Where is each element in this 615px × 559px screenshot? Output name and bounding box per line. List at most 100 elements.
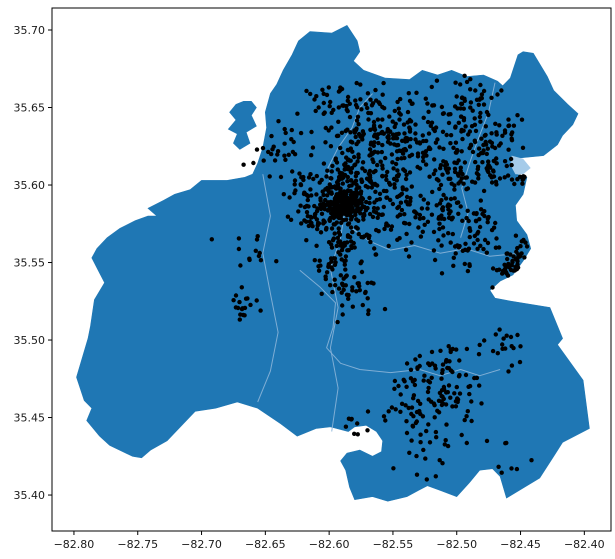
data-point [431, 248, 437, 253]
data-point [371, 281, 376, 286]
data-point [446, 207, 451, 212]
data-point [308, 214, 313, 220]
data-point [509, 162, 514, 168]
data-point [485, 220, 490, 225]
data-point [349, 214, 355, 220]
data-point [425, 206, 430, 211]
data-point [467, 234, 472, 240]
data-point [482, 237, 488, 243]
data-point [441, 233, 446, 238]
data-point [459, 176, 464, 181]
data-point [467, 226, 472, 231]
data-point [441, 146, 446, 151]
data-point [395, 99, 400, 105]
data-point [429, 84, 434, 90]
data-point [359, 259, 364, 264]
data-point [445, 170, 450, 175]
data-point [369, 185, 374, 190]
data-point [471, 211, 477, 216]
data-point [318, 230, 324, 235]
data-point [381, 204, 386, 210]
data-point [304, 192, 310, 198]
data-point [478, 198, 483, 203]
data-point [446, 366, 452, 371]
data-point [464, 175, 469, 180]
data-point [415, 151, 421, 156]
data-point [327, 104, 332, 109]
data-point [356, 155, 361, 160]
data-point [366, 177, 371, 182]
data-point [395, 168, 400, 173]
data-point [502, 159, 508, 164]
data-point [418, 432, 423, 437]
data-point [446, 383, 452, 388]
data-point [350, 304, 355, 309]
data-point [440, 172, 445, 177]
data-point [519, 117, 525, 122]
data-point [450, 215, 455, 220]
data-point [383, 155, 388, 161]
data-point [518, 244, 523, 249]
data-point [312, 203, 317, 209]
data-point [332, 184, 338, 189]
data-point [446, 202, 451, 207]
data-point [298, 182, 304, 188]
data-point [302, 218, 307, 223]
data-point [434, 435, 439, 440]
data-point [355, 432, 360, 437]
data-point [473, 159, 478, 165]
data-point [254, 298, 259, 303]
data-point [443, 402, 449, 407]
data-point [389, 152, 395, 157]
data-point [324, 174, 329, 179]
data-point [458, 106, 463, 111]
data-point [467, 145, 472, 151]
data-point [463, 372, 469, 378]
data-point [416, 225, 421, 230]
data-point [401, 147, 406, 152]
data-point [442, 387, 447, 392]
data-point [389, 224, 395, 229]
data-point [352, 192, 358, 198]
data-point [306, 223, 311, 229]
data-point [437, 226, 442, 232]
data-point [431, 229, 437, 235]
data-point [375, 206, 380, 211]
data-point [511, 345, 516, 351]
data-point [502, 175, 507, 180]
data-point [511, 268, 516, 273]
data-point [444, 422, 449, 427]
data-point [327, 203, 332, 209]
data-point [495, 92, 500, 97]
data-point [324, 225, 329, 231]
data-point [395, 214, 400, 219]
data-point [418, 411, 423, 417]
data-point [358, 82, 363, 87]
data-point [383, 173, 389, 179]
data-point [329, 226, 335, 231]
data-point [376, 229, 381, 234]
data-point [406, 254, 412, 259]
data-point [440, 225, 446, 230]
data-point [378, 159, 383, 164]
data-point [500, 342, 505, 347]
data-point [387, 114, 392, 119]
data-point [448, 141, 453, 146]
data-point [254, 147, 260, 152]
data-point [459, 432, 464, 438]
data-point [332, 277, 337, 282]
data-point [519, 239, 524, 244]
data-point [381, 80, 386, 86]
data-point [450, 231, 455, 237]
data-point [479, 92, 485, 97]
data-point [385, 223, 391, 228]
data-point [309, 129, 314, 135]
data-point [326, 128, 331, 133]
data-point [480, 160, 485, 165]
data-point [290, 169, 295, 174]
data-point [267, 174, 272, 179]
x-tick-label: −82.80 [54, 538, 95, 551]
data-point [237, 299, 242, 305]
data-point [435, 137, 440, 142]
data-point [403, 247, 409, 252]
